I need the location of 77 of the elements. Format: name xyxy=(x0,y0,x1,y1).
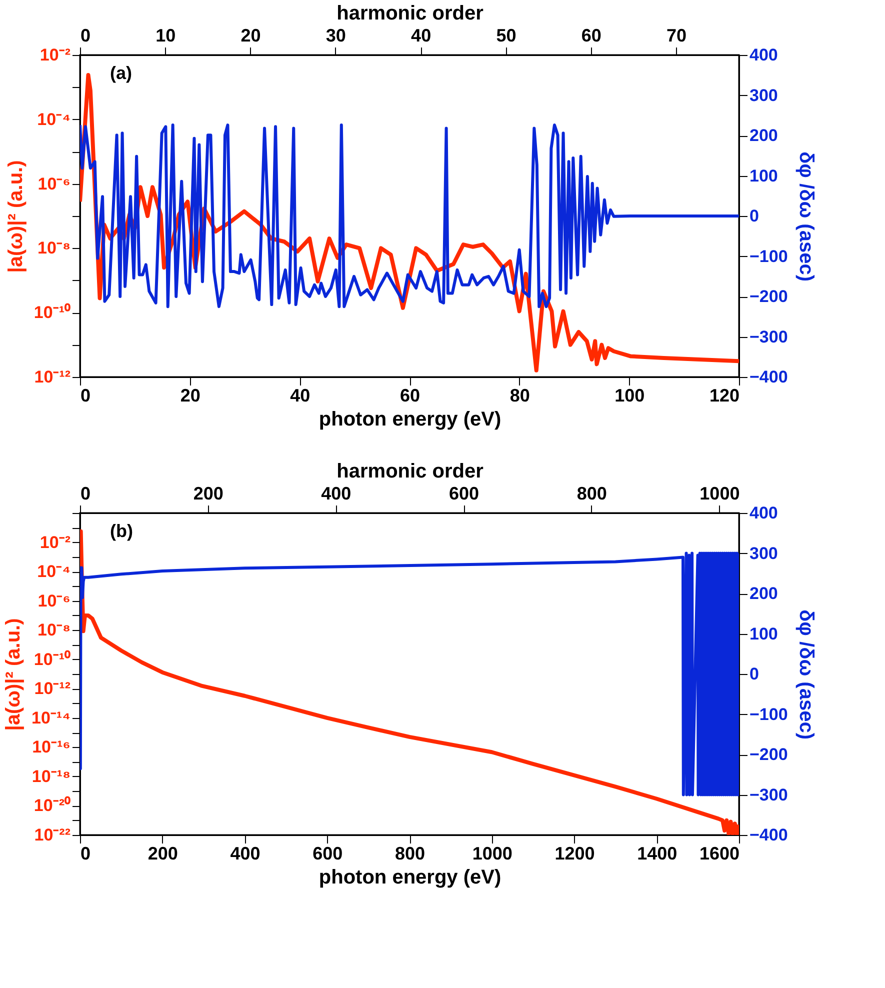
y2-tick-label: −400 xyxy=(750,826,788,844)
x2-axis-title: harmonic order xyxy=(336,2,484,24)
x-tick-label: 20 xyxy=(180,386,200,406)
annotation: (a) xyxy=(110,63,132,83)
line-series xyxy=(80,552,739,796)
x-tick-label: 600 xyxy=(312,844,343,864)
x2-tick-label: 0 xyxy=(80,26,91,46)
y-tick-label: 10⁻⁸ xyxy=(38,238,70,258)
x2-tick-label: 400 xyxy=(321,484,352,504)
y-tick-label: 10⁻¹² xyxy=(34,368,71,386)
y2-tick-label: 300 xyxy=(750,86,778,105)
y2-tick-label: 200 xyxy=(750,126,778,145)
x-axis-title: photon energy (eV) xyxy=(318,408,502,430)
x2-tick-label: 1000 xyxy=(700,484,740,504)
x-tick-label: 40 xyxy=(290,386,310,406)
x-tick-label: 80 xyxy=(510,386,530,406)
y2-tick-label: 400 xyxy=(750,504,778,522)
x2-tick-label: 0 xyxy=(80,484,91,504)
y-tick-label: 10⁻¹² xyxy=(34,679,71,698)
y2-tick-label: 400 xyxy=(750,46,778,64)
y-axis-title: |a(ω)|² (a.u.) xyxy=(2,618,25,731)
x2-tick-label: 40 xyxy=(411,26,432,46)
x2-tick-label: 10 xyxy=(156,26,176,46)
y-tick-label: 10⁻⁴ xyxy=(37,110,70,129)
x-axis-title: photon energy (eV) xyxy=(318,866,502,888)
y2-tick-label: −300 xyxy=(750,785,788,804)
annotation: (b) xyxy=(110,521,133,541)
y-tick-label: 10⁻¹⁶ xyxy=(32,738,70,757)
x-tick-label: 100 xyxy=(614,386,645,406)
y2-tick-label: 0 xyxy=(750,664,759,684)
x2-tick-label: 30 xyxy=(326,26,346,46)
y2-tick-label: 0 xyxy=(750,206,759,226)
x2-tick-label: 600 xyxy=(448,484,480,504)
x2-tick-label: 50 xyxy=(496,26,516,46)
y-tick-label: 10⁻¹⁴ xyxy=(32,708,70,728)
x-tick-label: 400 xyxy=(230,844,260,864)
y-tick-label: 10⁻² xyxy=(40,532,71,552)
x2-axis-title: harmonic order xyxy=(336,460,484,482)
x-tick-label: 1600 xyxy=(699,844,740,864)
x2-tick-label: 70 xyxy=(666,26,687,46)
line-series xyxy=(80,124,739,308)
y2-tick-label: 100 xyxy=(750,166,778,186)
x-tick-label: 0 xyxy=(80,844,91,864)
y2-tick-label: −200 xyxy=(750,745,788,764)
y2-tick-label: 100 xyxy=(750,624,778,644)
y-tick-label: 10⁻⁶ xyxy=(38,174,70,194)
y-tick-label: 10⁻⁴ xyxy=(37,562,70,582)
y-tick-label: 10⁻⁸ xyxy=(38,620,70,640)
x-tick-label: 200 xyxy=(148,844,178,864)
y-tick-label: 10⁻² xyxy=(40,46,71,64)
y-tick-label: 10⁻¹⁰ xyxy=(34,303,70,322)
x-tick-label: 0 xyxy=(80,386,91,406)
y2-axis-title: δφ /δω (asec) xyxy=(794,610,817,740)
y-tick-label: 10⁻²² xyxy=(34,826,71,844)
x-tick-label: 800 xyxy=(394,844,426,864)
y-tick-label: 10⁻¹⁰ xyxy=(34,650,70,669)
x2-tick-label: 60 xyxy=(581,26,602,46)
y2-tick-label: −400 xyxy=(750,368,788,386)
y-tick-label: 10⁻¹⁸ xyxy=(32,766,70,786)
y2-tick-label: −100 xyxy=(750,704,788,724)
y2-tick-label: 300 xyxy=(750,544,778,563)
x-tick-label: 1000 xyxy=(472,844,512,864)
y2-tick-label: −100 xyxy=(750,246,788,266)
y-tick-label: 10⁻⁶ xyxy=(38,591,70,610)
x-tick-label: 120 xyxy=(709,386,740,406)
y2-tick-label: 200 xyxy=(750,584,778,603)
y2-axis-title: δφ /δω (asec) xyxy=(794,152,817,282)
y-tick-label: 10⁻²⁰ xyxy=(34,796,70,816)
y2-tick-label: −300 xyxy=(750,327,788,346)
x-tick-label: 60 xyxy=(400,386,420,406)
x2-tick-label: 200 xyxy=(193,484,224,504)
y-axis-title: |a(ω)|² (a.u.) xyxy=(4,160,27,273)
y2-tick-label: −200 xyxy=(750,287,788,306)
x-tick-label: 1200 xyxy=(554,844,595,864)
x-tick-label: 1400 xyxy=(637,844,678,864)
x2-tick-label: 20 xyxy=(240,26,261,46)
x2-tick-label: 800 xyxy=(576,484,607,504)
